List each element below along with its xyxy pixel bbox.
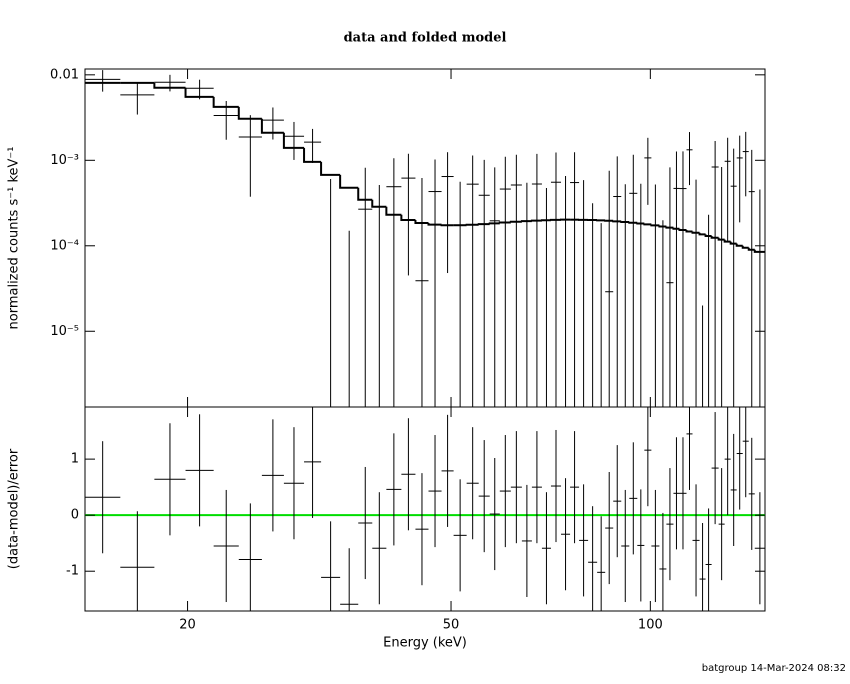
model-step bbox=[644, 224, 651, 225]
y-tick-label: 10⁻³ bbox=[50, 153, 79, 168]
chart-title: data and folded model bbox=[344, 31, 507, 46]
y-tick-label: 1 bbox=[71, 452, 79, 467]
panel-plot-area bbox=[85, 70, 765, 447]
y-tick-label: 10⁻⁵ bbox=[50, 324, 79, 339]
y-tick-label: 0.01 bbox=[50, 67, 79, 82]
y-axis-label: (data-model)/error bbox=[7, 448, 22, 569]
model-step bbox=[700, 233, 706, 235]
x-tick-label: 20 bbox=[179, 618, 196, 633]
model-step bbox=[737, 244, 743, 246]
y-tick-label: 10⁻⁴ bbox=[50, 238, 79, 253]
y-tick-label: -1 bbox=[66, 564, 79, 579]
x-axis-label: Energy (keV) bbox=[383, 636, 467, 651]
model-step bbox=[743, 246, 749, 248]
x-tick-label: 50 bbox=[443, 618, 460, 633]
y-axis-label: normalized counts s⁻¹ keV⁻¹ bbox=[7, 147, 22, 330]
footer: batgroup 14-Mar-2024 08:32 bbox=[702, 663, 846, 674]
y-tick-label: 0 bbox=[71, 508, 79, 523]
x-tick-label: 100 bbox=[638, 618, 663, 633]
model-step bbox=[686, 230, 692, 231]
model-step bbox=[321, 162, 340, 175]
model-step bbox=[340, 175, 358, 188]
